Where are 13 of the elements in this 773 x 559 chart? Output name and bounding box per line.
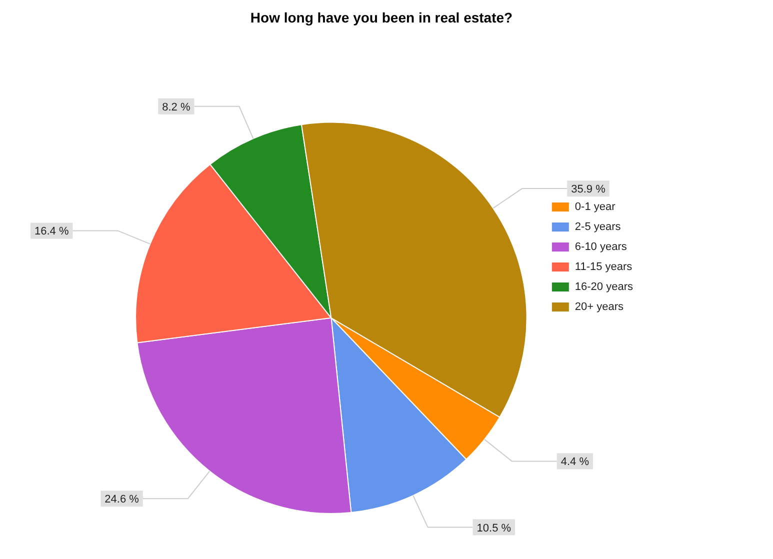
data-label: 4.4 % [560, 456, 590, 468]
legend-label: 11-15 years [574, 261, 633, 274]
data-label: 10.5 % [476, 522, 512, 534]
chart-title: How long have you been in real estate? [250, 9, 513, 26]
legend-label: 2-5 years [574, 221, 622, 234]
legend-label: 16-20 years [574, 281, 634, 294]
legend-label: 6-10 years [574, 241, 628, 254]
data-label: 8.2 % [162, 101, 190, 114]
legend-label: 20+ years [574, 301, 624, 314]
data-label: 35.9 % [571, 184, 606, 196]
data-label: 24.6 % [104, 494, 140, 506]
data-label: 16.4 % [34, 226, 69, 238]
legend-label: 0-1 year [574, 201, 616, 214]
